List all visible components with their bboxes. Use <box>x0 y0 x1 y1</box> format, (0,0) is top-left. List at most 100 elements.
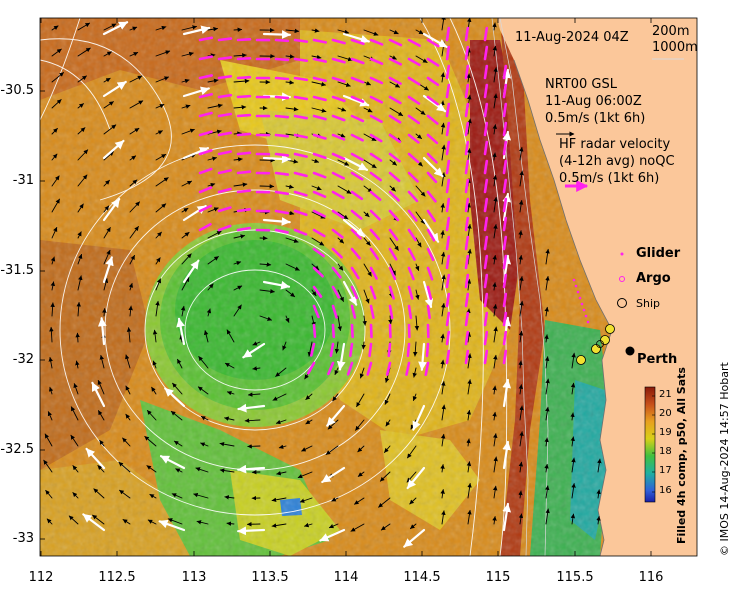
radar-arrow <box>388 304 394 320</box>
current-arrow <box>518 490 523 499</box>
current-arrow <box>77 47 91 57</box>
radar-arrow <box>293 38 309 43</box>
radar-arrow <box>407 266 415 281</box>
radar-arrow <box>350 323 354 339</box>
ship-legend-icon <box>617 298 627 308</box>
current-arrow <box>493 326 498 343</box>
radar-arrow <box>483 292 489 308</box>
radar-arrow <box>198 55 214 61</box>
radar-arrow <box>445 330 451 346</box>
radar-arrow <box>331 57 346 64</box>
x-tick-label: 113.5 <box>251 570 289 585</box>
current-arrow <box>48 356 53 369</box>
current-arrow <box>103 227 111 239</box>
gsl-arrow <box>262 30 292 39</box>
radar-arrow <box>407 76 421 86</box>
y-tick-label: -32.5 <box>0 442 34 457</box>
current-arrow <box>200 442 209 447</box>
colorbar <box>644 386 656 503</box>
current-arrow <box>207 256 219 265</box>
current-arrow <box>272 393 287 401</box>
current-arrow <box>207 207 219 213</box>
current-arrow <box>389 81 401 88</box>
current-arrow <box>545 248 550 265</box>
current-arrow <box>51 72 65 83</box>
radar-arrow <box>388 190 400 202</box>
current-arrow <box>103 205 110 213</box>
nrt-time: 11-Aug 06:00Z <box>545 94 642 109</box>
radar-arrow <box>236 170 252 175</box>
current-arrow <box>544 306 549 317</box>
current-arrow <box>337 237 345 244</box>
current-arrow <box>122 437 131 447</box>
gsl-arrow <box>237 464 266 474</box>
current-arrow <box>311 54 322 60</box>
current-arrow <box>51 25 59 31</box>
radar-arrow <box>350 266 360 280</box>
current-arrow <box>492 304 498 317</box>
gsl-arrow <box>102 139 125 160</box>
current-arrow <box>51 99 62 109</box>
radar-arrow <box>198 92 213 99</box>
gsl-arrow <box>97 317 107 346</box>
radar-arrow <box>369 247 380 261</box>
current-arrow <box>233 27 243 32</box>
radar-avg: (4-12h avg) noQC <box>559 154 675 169</box>
current-arrow <box>570 513 576 525</box>
current-arrow <box>356 393 365 408</box>
radar-arrow <box>349 342 354 358</box>
gsl-arrow <box>422 218 440 243</box>
current-arrow <box>415 211 426 225</box>
current-arrow <box>355 419 365 431</box>
gsl-arrow <box>159 455 186 470</box>
current-arrow <box>77 231 82 239</box>
cb-tick-19: 19 <box>659 427 672 438</box>
radar-arrow <box>464 178 470 194</box>
radar-arrow <box>483 254 489 270</box>
current-arrow <box>415 263 420 271</box>
current-arrow <box>167 518 183 525</box>
radar-arrow <box>502 235 508 251</box>
current-arrow <box>129 75 143 83</box>
radar-arrow <box>445 159 451 175</box>
current-arrow <box>493 196 498 213</box>
radar-arrow <box>502 178 508 194</box>
radar-arrow <box>236 151 252 156</box>
y-tick-label: -32 <box>12 352 34 367</box>
current-arrow <box>311 263 320 271</box>
current-arrow <box>172 382 183 395</box>
current-arrow <box>389 159 397 166</box>
current-arrow <box>77 275 83 291</box>
current-arrow <box>518 230 523 239</box>
radar-arrow <box>198 130 213 137</box>
radar-arrow <box>236 113 252 118</box>
current-arrow <box>51 153 58 161</box>
radar-arrow <box>274 57 290 62</box>
gsl-arrow <box>176 317 186 346</box>
current-arrow <box>519 405 524 421</box>
radar-arrow <box>407 228 417 242</box>
current-arrow <box>155 130 163 135</box>
current-arrow <box>125 354 131 369</box>
radar-arrow <box>407 114 421 125</box>
radar-arrow <box>331 228 344 239</box>
gsl-arrows <box>82 21 512 548</box>
current-arrow <box>259 315 273 321</box>
radar-arrow <box>445 235 451 251</box>
x-tick-label: 114 <box>333 570 359 585</box>
radar-arrow <box>385 361 392 376</box>
cb-tick-17: 17 <box>659 465 672 476</box>
gsl-arrow <box>82 513 106 532</box>
radar-arrow <box>236 208 252 213</box>
radar-arrow <box>274 95 290 100</box>
radar-arrow <box>274 228 289 234</box>
gsl-arrow <box>262 154 291 164</box>
current-arrow <box>363 159 377 169</box>
current-arrow <box>125 385 131 395</box>
current-arrow <box>350 523 365 532</box>
radar-arrow <box>445 121 451 137</box>
current-arrow <box>51 127 58 135</box>
radar-arrow <box>388 152 401 163</box>
current-arrow <box>467 379 472 395</box>
current-arrow <box>103 51 112 57</box>
